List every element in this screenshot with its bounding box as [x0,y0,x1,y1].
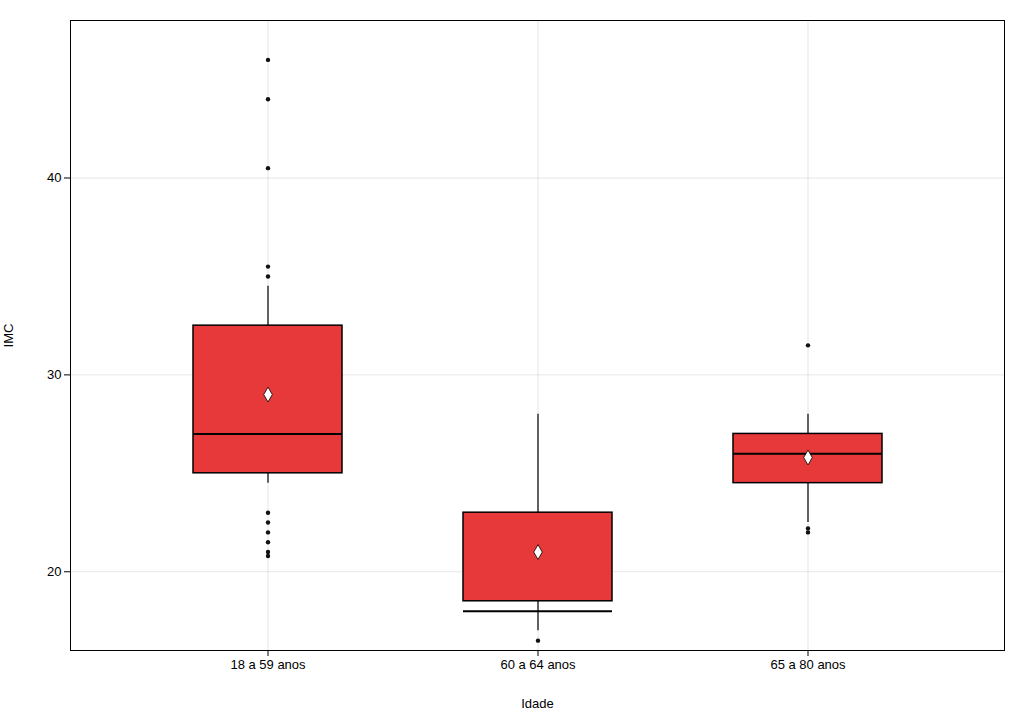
svg-text:Idade: Idade [521,696,554,710]
svg-text:65 a 80 anos: 65 a 80 anos [770,657,846,672]
svg-text:30: 30 [47,367,61,382]
svg-text:20: 20 [47,564,61,579]
svg-text:40: 40 [47,170,61,185]
svg-text:18 a 59 anos: 18 a 59 anos [230,657,306,672]
svg-text:IMC: IMC [1,324,16,348]
svg-text:60 a 64 anos: 60 a 64 anos [500,657,576,672]
